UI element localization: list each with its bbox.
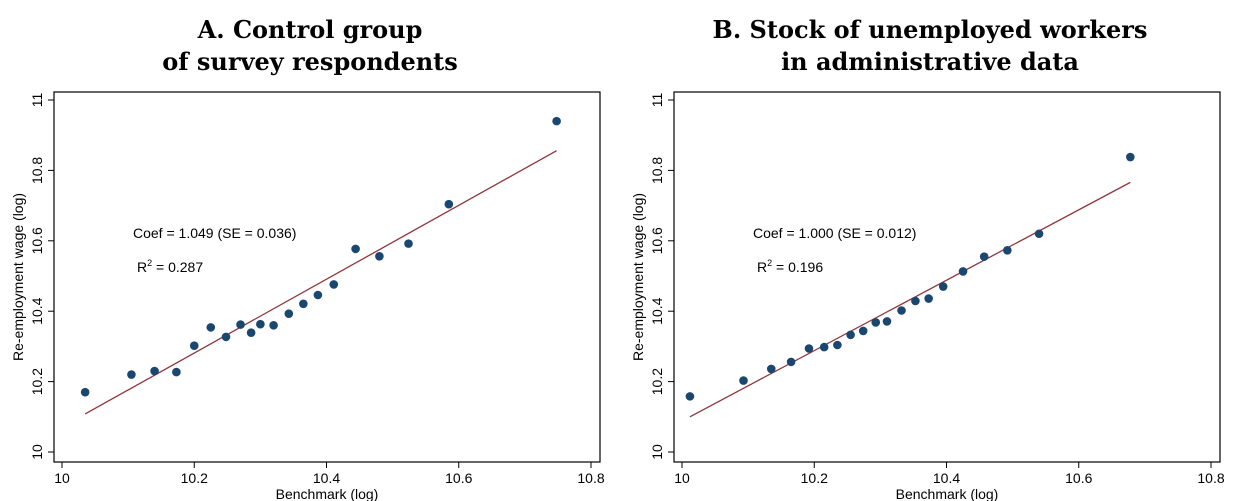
x-axis-label: Benchmark (log) <box>276 486 379 501</box>
data-point <box>80 387 90 397</box>
x-tick-label: 10.4 <box>933 470 960 486</box>
chart-title-b-line1: B. Stock of unemployed workers <box>712 15 1148 44</box>
scatter-plot-b: 10 10.2 10.4 10.6 10.8 11 10 10.2 10.4 10.6 10.8 Be… <box>630 91 1225 501</box>
y-tick-label: 11 <box>29 93 45 108</box>
panel-b: B. Stock of unemployed workers in admini… <box>620 0 1240 501</box>
coef-annotation: Coef = 1.049 (SE = 0.036) <box>133 225 296 241</box>
y-tick-label: 11 <box>649 93 665 108</box>
x-axis-label: Benchmark (log) <box>896 486 999 501</box>
r2-superscript: 2 <box>767 258 772 268</box>
data-point <box>846 330 855 340</box>
r2-prefix: R <box>757 259 767 275</box>
y-tick-label: 10 <box>29 444 45 460</box>
data-point <box>552 116 561 126</box>
data-point <box>1034 229 1044 239</box>
x-tick-label: 10.2 <box>181 470 208 486</box>
data-point <box>804 344 814 353</box>
fit-line <box>689 181 1131 418</box>
data-point <box>189 341 199 350</box>
plot-frame <box>53 91 601 463</box>
data-point <box>221 332 231 342</box>
scatter-plot-a: 10 10.2 10.4 10.6 10.8 11 10 10.2 10.4 10.6 10.8 Be… <box>10 91 605 501</box>
data-point <box>1003 246 1012 255</box>
y-axis-label: Re-employment wage (log) <box>630 193 646 361</box>
y-tick-label: 10.4 <box>649 297 665 324</box>
y-tick-label: 10.6 <box>649 227 665 254</box>
data-point <box>299 299 308 309</box>
data-point <box>924 294 933 303</box>
data-point <box>911 296 920 306</box>
data-point <box>127 370 136 379</box>
data-point <box>979 252 989 261</box>
data-point <box>150 366 159 376</box>
panel-a: A. Control group of survey respondents 1… <box>0 14 620 501</box>
plot-frame <box>673 91 1221 463</box>
x-tick-label: 10.2 <box>801 470 828 486</box>
x-tick-label: 10.6 <box>445 470 472 486</box>
data-point <box>284 309 294 318</box>
x-tick-label: 10.6 <box>1065 470 1092 486</box>
r2-value: = 0.287 <box>152 259 203 275</box>
y-tick-label: 10.6 <box>29 227 45 254</box>
chart-title-b: B. Stock of unemployed workers in admini… <box>620 14 1240 78</box>
data-point <box>236 320 245 329</box>
data-point <box>938 282 948 291</box>
data-point <box>858 326 868 336</box>
y-axis-label: Re-employment wage (log) <box>10 193 26 361</box>
data-point <box>313 290 323 300</box>
data-point <box>871 318 881 327</box>
chart-title-b-line2: in administrative data <box>781 47 1079 76</box>
data-point <box>206 323 216 332</box>
r2-annotation: R2 = 0.196 <box>757 258 823 275</box>
r2-annotation: R2 = 0.287 <box>137 258 203 275</box>
data-point <box>685 392 695 401</box>
data-point <box>833 340 842 350</box>
y-tick-label: 10 <box>649 444 665 460</box>
x-tick-label: 10 <box>674 470 690 486</box>
r2-superscript: 2 <box>147 258 152 268</box>
chart-title-a-line2: of survey respondents <box>162 47 458 76</box>
y-tick-label: 10.8 <box>29 157 45 184</box>
x-tick-label: 10.4 <box>313 470 340 486</box>
r2-value: = 0.196 <box>772 259 823 275</box>
data-point <box>897 306 906 315</box>
r2-prefix: R <box>137 259 147 275</box>
y-tick-label: 10.4 <box>29 297 45 324</box>
fit-line <box>84 150 557 415</box>
x-tick-label: 10.8 <box>1197 470 1224 486</box>
y-tick-label: 10.2 <box>649 368 665 395</box>
data-point <box>351 244 360 254</box>
data-point <box>766 364 776 374</box>
data-point <box>819 342 829 352</box>
y-tick-label: 10.8 <box>649 157 665 184</box>
chart-title-a-line1: A. Control group <box>197 15 423 44</box>
data-point <box>256 319 265 329</box>
y-tick-label: 10.2 <box>29 368 45 395</box>
data-point <box>329 280 339 289</box>
data-point <box>246 328 256 337</box>
data-point <box>444 199 454 209</box>
data-point <box>375 251 384 261</box>
x-tick-label: 10.8 <box>577 470 604 486</box>
data-point <box>786 357 796 367</box>
data-point <box>172 367 181 377</box>
x-tick-label: 10 <box>54 470 70 486</box>
data-point <box>269 320 278 330</box>
data-point <box>739 376 748 385</box>
data-point <box>958 267 968 276</box>
data-point <box>1126 152 1135 162</box>
data-point <box>404 239 413 248</box>
chart-title-a: A. Control group of survey respondents <box>0 14 620 78</box>
coef-annotation: Coef = 1.000 (SE = 0.012) <box>753 225 916 241</box>
data-point <box>882 317 892 326</box>
